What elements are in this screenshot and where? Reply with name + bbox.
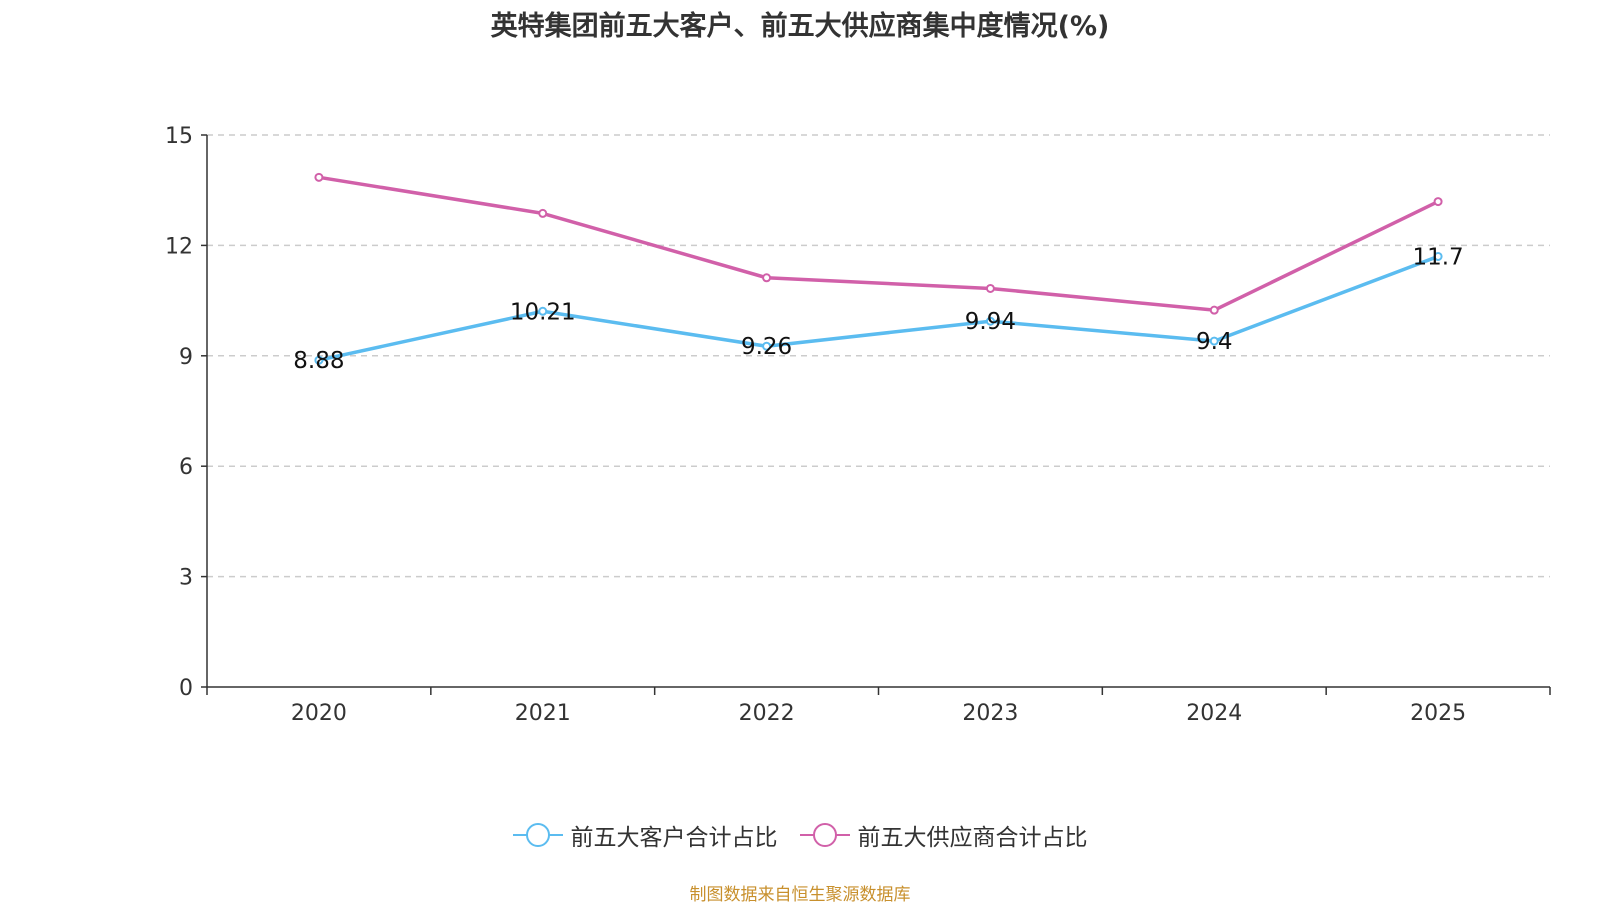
x-tick-label: 2023 [962,701,1018,726]
series-line-1 [318,175,1439,312]
y-tick-label: 15 [165,124,193,149]
y-tick-label: 6 [179,455,193,480]
data-point-0 [1433,251,1443,261]
chart-title: 英特集团前五大客户、前五大供应商集中度情况(%) [490,11,1110,42]
data-label: 9.4 [1196,329,1233,355]
data-label: 9.26 [741,334,792,360]
legend-item-suppliers[interactable]: 前五大供应商合计占比 [799,818,1088,852]
legend-label-suppliers: 前五大供应商合计占比 [857,825,1088,851]
data-point-1 [985,283,995,293]
legend-label-customers: 前五大客户合计占比 [570,825,778,851]
x-tick-label: 2025 [1410,701,1466,726]
data-point-1 [314,172,324,182]
series-line-0 [318,254,1439,362]
legend-symbol-customers [512,822,563,848]
data-label: 11.7 [1412,244,1463,270]
data-point-1 [538,208,548,218]
x-tick-label: 2021 [515,701,571,726]
data-point-0 [314,355,324,365]
x-tick-label: 2020 [291,701,347,726]
data-label: 10.21 [510,299,576,325]
y-tick-label: 9 [179,345,193,370]
data-point-0 [538,306,548,316]
data-point-1 [1209,305,1219,315]
legend-symbol-suppliers [799,822,850,848]
x-tick-label: 2024 [1186,701,1242,726]
y-tick-label: 3 [179,566,193,591]
data-point-1 [1433,197,1443,207]
data-point-0 [985,316,995,326]
data-label: 8.88 [293,348,344,374]
y-tick-label: 0 [179,676,193,701]
data-point-1 [762,273,772,283]
y-tick-label: 12 [165,234,193,259]
x-tick-label: 2022 [739,701,795,726]
legend: 前五大客户合计占比 前五大供应商合计占比 [0,818,1600,852]
data-source-note: 制图数据来自恒生聚源数据库 [689,885,911,905]
data-label: 9.94 [965,309,1016,335]
data-point-0 [762,341,772,351]
data-point-0 [1209,336,1219,346]
legend-item-customers[interactable]: 前五大客户合计占比 [512,818,778,852]
